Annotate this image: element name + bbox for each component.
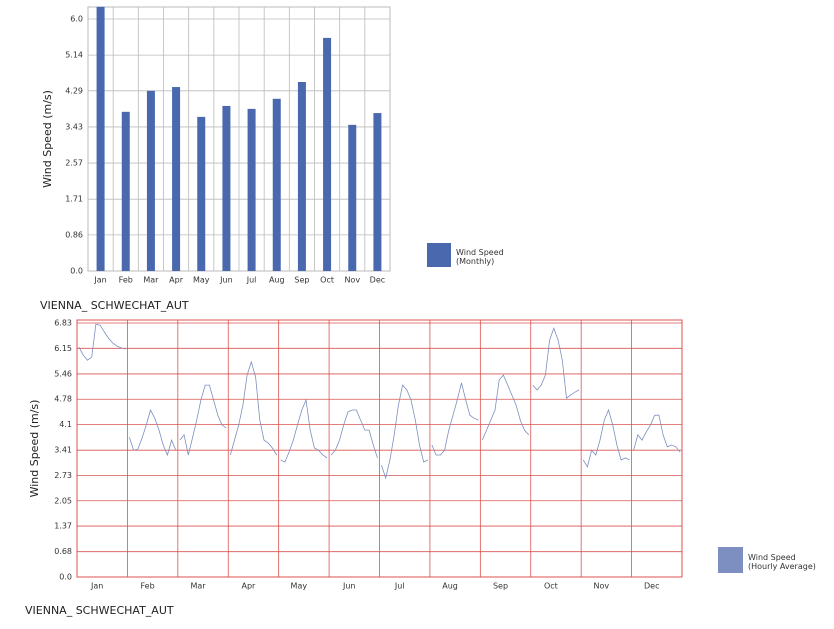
y-tick-label: 2.05 — [54, 496, 72, 505]
x-tick-label: Aug — [269, 276, 285, 285]
x-tick-label: May — [193, 276, 210, 285]
y-tick-label: 0.0 — [59, 573, 72, 582]
y-tick-label: 1.37 — [54, 522, 72, 531]
x-tick-label: Apr — [241, 582, 256, 591]
x-tick-label: Feb — [119, 276, 133, 285]
bar — [297, 82, 306, 271]
y-axis-label: Wind Speed (m/s) — [41, 90, 54, 188]
y-tick-label: 2.57 — [65, 159, 83, 168]
legend-swatch — [718, 547, 743, 573]
x-tick-label: Feb — [140, 582, 154, 591]
y-tick-label: 4.78 — [54, 395, 72, 404]
y-tick-label: 1.71 — [65, 195, 83, 204]
caption: VIENNA_ SCHWECHAT_AUT — [25, 604, 174, 617]
x-tick-label: Sep — [294, 276, 309, 285]
x-tick-label: Dec — [644, 582, 659, 591]
y-axis-label: Wind Speed (m/s) — [28, 400, 41, 498]
legend-label: Wind Speed (Hourly Average) — [748, 553, 816, 571]
caption: VIENNA_ SCHWECHAT_AUT — [40, 299, 189, 312]
y-tick-label: 6.83 — [54, 319, 72, 328]
x-tick-label: Mar — [190, 582, 206, 591]
x-tick-label: Jul — [394, 582, 405, 591]
legend-label: Wind Speed (Monthly) — [456, 248, 504, 266]
x-tick-label: Oct — [320, 276, 334, 285]
bar — [247, 108, 256, 271]
bar — [146, 90, 155, 271]
bar — [323, 37, 332, 272]
y-tick-label: 0.0 — [70, 267, 83, 276]
x-tick-label: Dec — [370, 276, 385, 285]
y-tick-label: 0.86 — [65, 230, 83, 239]
bar — [272, 98, 281, 271]
y-tick-label: 6.15 — [54, 344, 72, 353]
y-tick-label: 2.73 — [54, 471, 72, 480]
x-tick-label: Sep — [493, 582, 508, 591]
line — [78, 323, 681, 480]
bar — [172, 87, 181, 271]
x-tick-label: Jan — [90, 582, 103, 591]
x-tick-label: Oct — [544, 582, 558, 591]
x-tick-label: Mar — [143, 276, 159, 285]
bar — [121, 111, 130, 271]
x-tick-label: Nov — [344, 276, 360, 285]
y-tick-label: 5.14 — [65, 51, 83, 60]
y-tick-label: 4.29 — [65, 86, 83, 95]
y-tick-label: 3.43 — [65, 122, 83, 131]
y-tick-label: 0.68 — [54, 547, 72, 556]
y-tick-label: 4.1 — [59, 420, 72, 429]
y-tick-label: 5.46 — [54, 369, 72, 378]
x-tick-label: Aug — [442, 582, 458, 591]
y-tick-label: 3.41 — [54, 446, 72, 455]
bar — [373, 113, 382, 271]
bar — [96, 6, 105, 271]
x-tick-label: Jun — [342, 582, 356, 591]
legend-swatch — [427, 243, 451, 267]
x-tick-label: Jul — [246, 276, 257, 285]
bar — [197, 116, 206, 271]
x-tick-label: Nov — [594, 582, 610, 591]
x-tick-label: Apr — [169, 276, 184, 285]
x-tick-label: Jun — [219, 276, 233, 285]
bar — [222, 105, 231, 271]
x-tick-label: May — [291, 582, 308, 591]
bar — [348, 124, 357, 271]
y-tick-label: 6.0 — [70, 15, 83, 24]
x-tick-label: Jan — [93, 276, 106, 285]
